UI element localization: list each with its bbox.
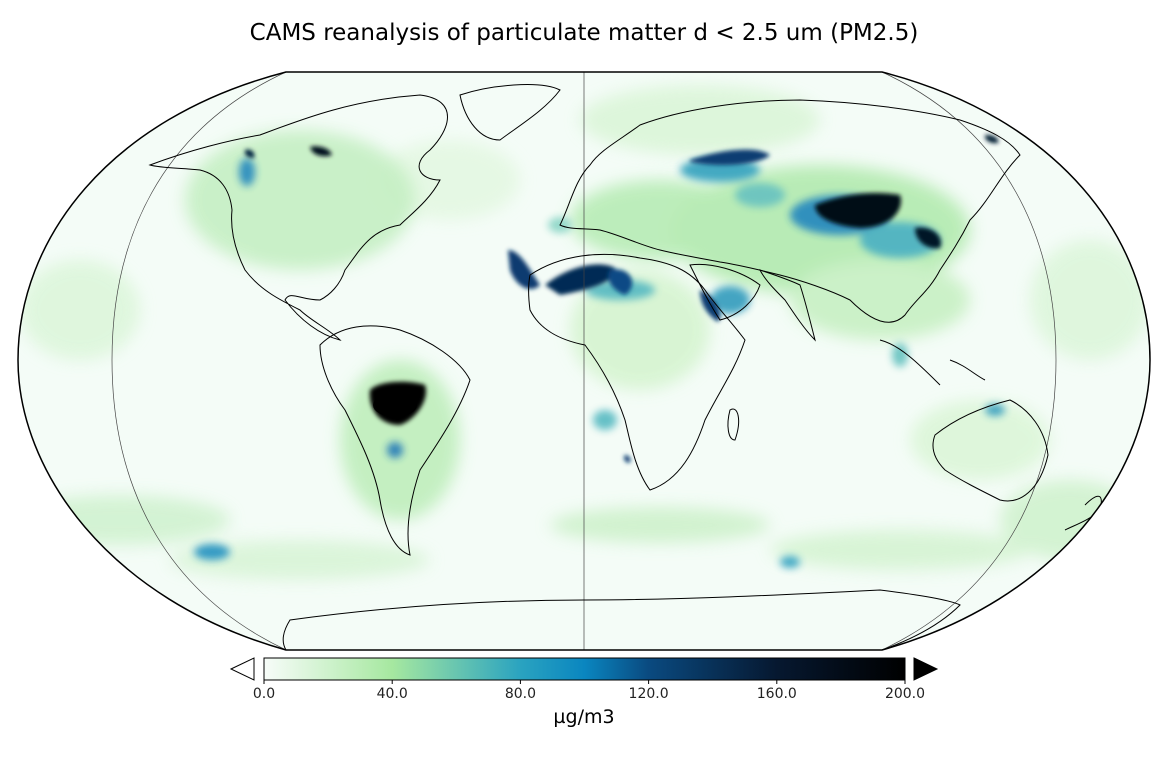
colorbar-tick-label: 200.0: [885, 686, 925, 702]
colorbar-tick-label: 120.0: [629, 686, 669, 702]
graticule: [111, 72, 1057, 650]
amazon-fire-core: [373, 393, 417, 417]
colorbar-extend-max: [913, 657, 939, 681]
colorbar-tick-label: 160.0: [757, 686, 797, 702]
colorbar-tick-label: 80.0: [505, 686, 536, 702]
colorbar-tick-label: 40.0: [377, 686, 408, 702]
colorbar-bar: [263, 657, 906, 681]
colorbar-ticks: 0.0 40.0 80.0 120.0 160.0 200.0: [253, 680, 925, 702]
coastlines: [148, 84, 1102, 650]
colorbar-tick-label: 0.0: [253, 686, 275, 702]
globe-outline: [17, 71, 1151, 651]
colorbar-unit-label: µg/m3: [553, 706, 615, 728]
colorbar-extend-min: [229, 657, 255, 681]
map-title: CAMS reanalysis of particulate matter d …: [249, 20, 919, 46]
